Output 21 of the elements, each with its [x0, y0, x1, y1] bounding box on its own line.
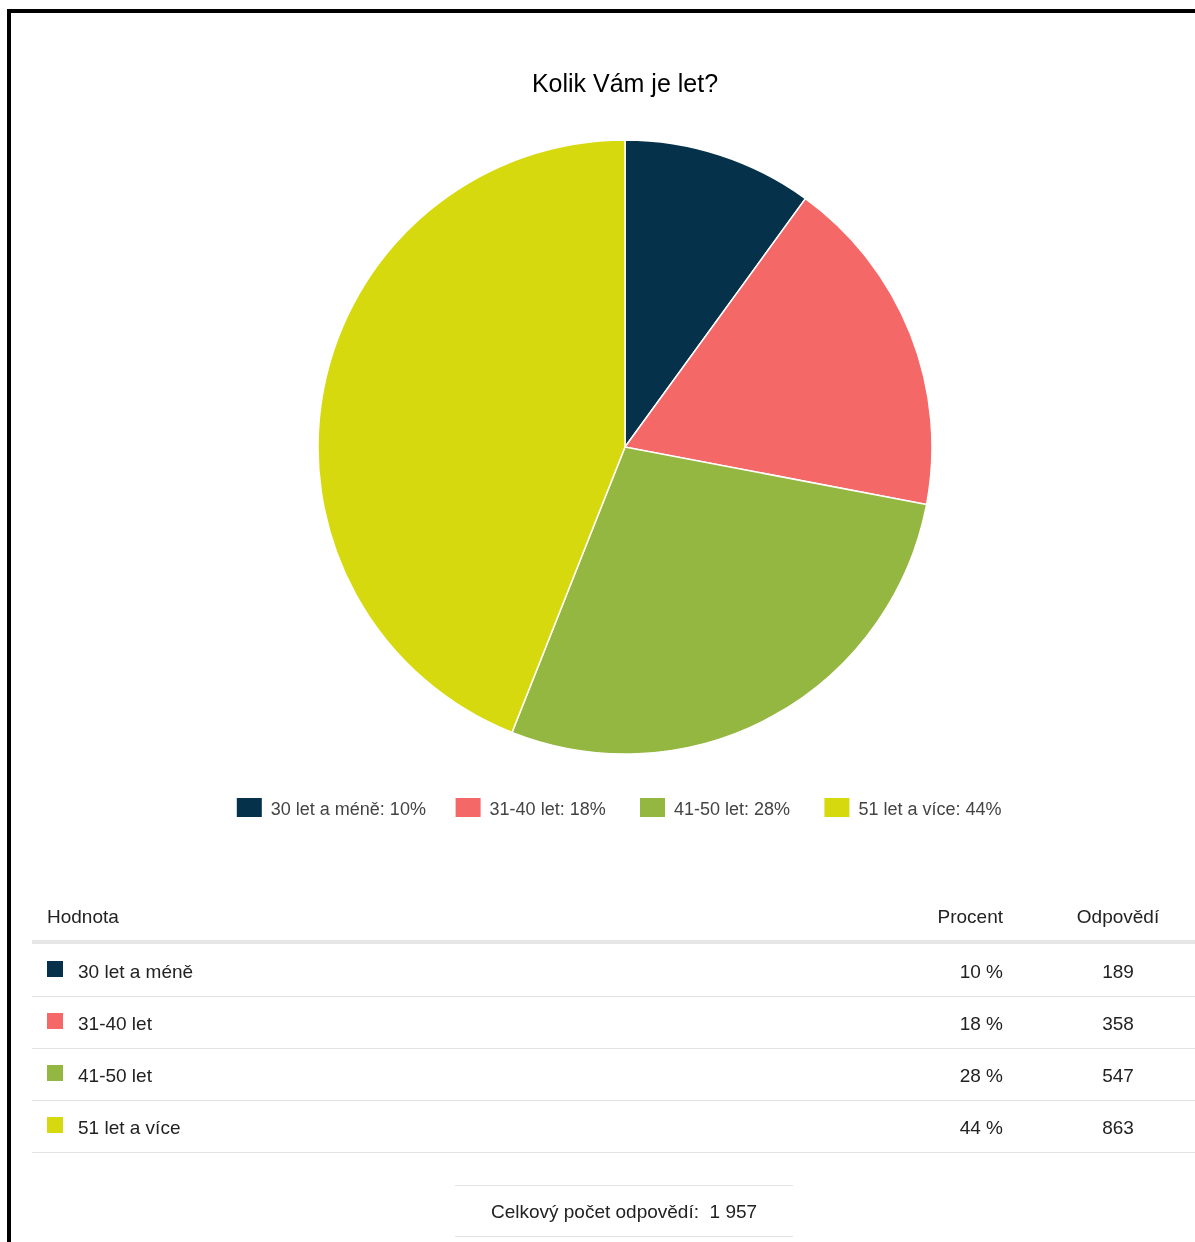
text: 41-50 let: [78, 1065, 152, 1086]
text: 18 %: [959, 1013, 1003, 1034]
text: Procent: [937, 906, 1004, 927]
legend-label: 30 let a méně: 10%: [270, 799, 426, 819]
text: Odpovědí: [1076, 906, 1160, 927]
text: 28 %: [959, 1065, 1003, 1086]
text: 547: [1102, 1065, 1134, 1086]
chart-title: Kolik Vám je let?: [531, 69, 719, 97]
text: 863: [1102, 1117, 1134, 1138]
legend-label: 41-50 let: 28%: [674, 799, 791, 819]
text: 358: [1102, 1013, 1134, 1034]
text: Hodnota: [47, 906, 120, 927]
text: 31-40 let: [78, 1013, 152, 1034]
text: 51 let a více: [78, 1117, 181, 1138]
text: 30 let a méně: [78, 961, 194, 982]
text: 44 %: [959, 1117, 1003, 1138]
text: 10 %: [959, 961, 1003, 982]
text: 189: [1102, 961, 1134, 982]
text: Celkový počet odpovědí: 1 957: [490, 1201, 758, 1222]
legend-label: 51 let a více: 44%: [858, 799, 1002, 819]
legend-label: 31-40 let: 18%: [489, 799, 606, 819]
